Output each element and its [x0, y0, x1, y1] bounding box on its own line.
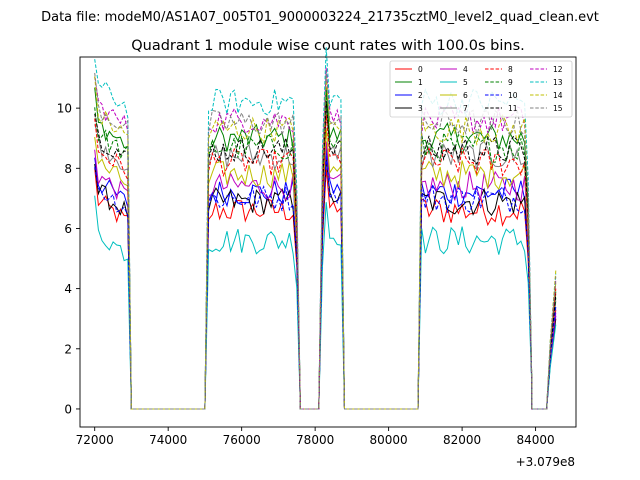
axes: 72000 74000 76000 78000 80000 82000 84000 0 2 4 6 8… — [57, 56, 577, 447]
legend-label-13: 13 — [553, 78, 563, 87]
series-line-9 — [94, 97, 557, 410]
legend-label-5: 5 — [463, 78, 468, 87]
axes-frame — [79, 56, 577, 428]
y-tick-label: 4 — [64, 282, 72, 296]
x-tick-label: 82000 — [443, 433, 481, 447]
series-line-8 — [94, 114, 557, 410]
legend-label-8: 8 — [508, 65, 513, 74]
legend-box — [389, 60, 573, 118]
y-tick-label: 10 — [57, 102, 72, 116]
legend-label-12: 12 — [553, 65, 563, 74]
plot-lines — [94, 47, 557, 410]
legend-label-15: 15 — [553, 104, 563, 113]
legend-label-4: 4 — [463, 65, 468, 74]
y-tick-label: 8 — [64, 162, 72, 176]
legend-label-2: 2 — [418, 91, 423, 100]
chart-title: Quadrant 1 module wise count rates with … — [131, 38, 525, 54]
legend-label-14: 14 — [553, 91, 563, 100]
legend-label-7: 7 — [463, 104, 468, 113]
legend-label-11: 11 — [508, 104, 518, 113]
figure-suptitle: Data file: modeM0/AS1A07_005T01_90000032… — [41, 10, 599, 25]
y-tick-label: 2 — [64, 342, 72, 356]
legend-label-9: 9 — [508, 78, 513, 87]
series-line-15 — [94, 70, 557, 410]
x-tick-label: 84000 — [516, 433, 554, 447]
x-tick-label: 74000 — [149, 433, 187, 447]
x-tick-label: 80000 — [370, 433, 408, 447]
x-tick-label: 76000 — [223, 433, 261, 447]
legend-label-0: 0 — [418, 65, 423, 74]
legend-label-1: 1 — [418, 78, 423, 87]
y-tick-label: 6 — [64, 222, 72, 236]
y-tick-label: 0 — [64, 402, 72, 416]
legend-label-6: 6 — [463, 91, 468, 100]
x-tick-label: 78000 — [296, 433, 334, 447]
x-tick-label: 72000 — [76, 433, 114, 447]
x-offset-label: +3.079e8 — [516, 455, 575, 469]
legend-label-10: 10 — [508, 91, 518, 100]
legend-label-3: 3 — [418, 104, 423, 113]
